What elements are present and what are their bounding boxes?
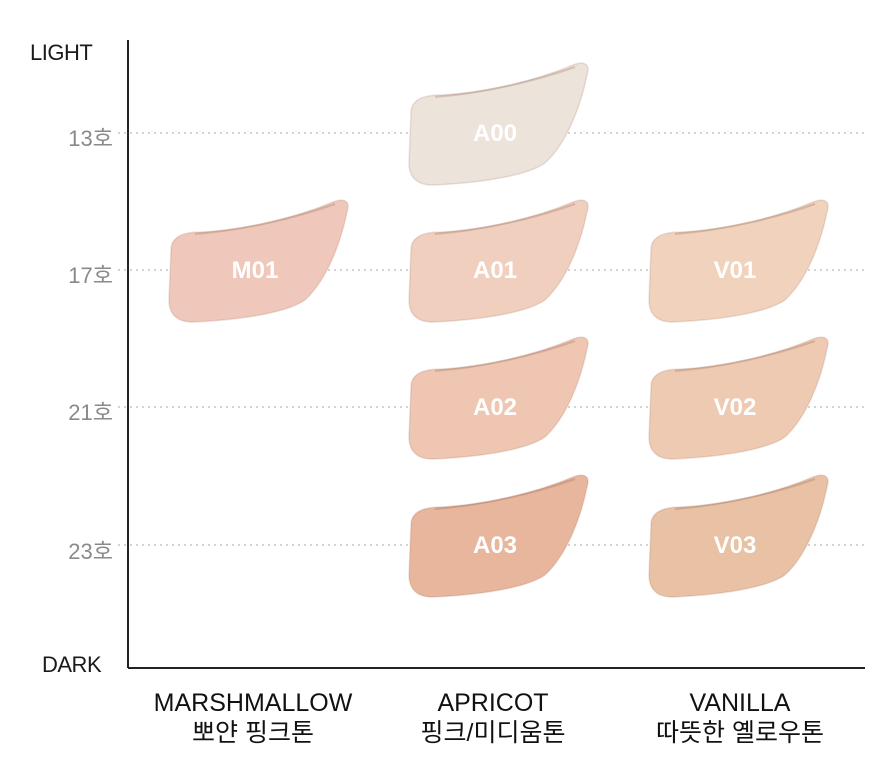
swatch-edge — [674, 478, 816, 510]
swatch: A03 — [408, 474, 589, 598]
category-subtitle: 뽀얀 핑크톤 — [192, 719, 314, 747]
swatch-blob — [648, 199, 829, 323]
swatch-blob — [408, 199, 589, 323]
category-subtitle: 핑크/미디움톤 — [420, 719, 566, 747]
swatch-edge — [434, 340, 576, 372]
swatch-blob — [408, 336, 589, 460]
swatch-edge — [674, 340, 816, 372]
swatch-edge — [194, 203, 336, 235]
y-tick-label: 13호 — [68, 126, 113, 151]
swatch-label: M01 — [232, 257, 279, 284]
swatch-blob — [648, 336, 829, 460]
category-name: APRICOT — [437, 689, 549, 717]
y-axis-top-label: LIGHT — [30, 40, 93, 65]
swatch-label: A01 — [473, 257, 517, 284]
swatch-edge — [434, 478, 576, 510]
y-tick-label: 23호 — [68, 539, 113, 564]
swatch-label: A03 — [473, 532, 517, 559]
y-tick-label: 17호 — [68, 263, 113, 288]
y-axis-bottom-label: DARK — [42, 652, 102, 677]
swatch-edge — [434, 66, 576, 98]
swatch-edge — [434, 203, 576, 235]
swatch: A01 — [408, 199, 589, 323]
category-subtitle: 따뜻한 옐로우톤 — [656, 719, 824, 747]
swatch-blob — [648, 474, 829, 598]
swatch-blob — [168, 199, 349, 323]
category-label-apricot: APRICOT 핑크/미디움톤 — [373, 688, 613, 748]
swatch: A00 — [408, 62, 589, 186]
swatch-label: V02 — [714, 394, 757, 421]
swatch: V01 — [648, 199, 829, 323]
swatch-label: V03 — [714, 532, 757, 559]
swatch-blob — [408, 62, 589, 186]
swatch-label: A00 — [473, 120, 517, 147]
category-name: MARSHMALLOW — [153, 689, 353, 717]
swatch-edge — [674, 203, 816, 235]
category-name: VANILLA — [689, 689, 791, 717]
swatch: V03 — [648, 474, 829, 598]
swatch-blob — [408, 474, 589, 598]
swatch: V02 — [648, 336, 829, 460]
category-label-vanilla: VANILLA 따뜻한 옐로우톤 — [620, 688, 860, 748]
swatch-label: A02 — [473, 394, 517, 421]
y-tick-label: 21호 — [68, 400, 113, 425]
swatch-label: V01 — [714, 257, 757, 284]
swatch: M01 — [168, 199, 349, 323]
swatch: A02 — [408, 336, 589, 460]
category-label-marshmallow: MARSHMALLOW 뽀얀 핑크톤 — [133, 688, 373, 748]
